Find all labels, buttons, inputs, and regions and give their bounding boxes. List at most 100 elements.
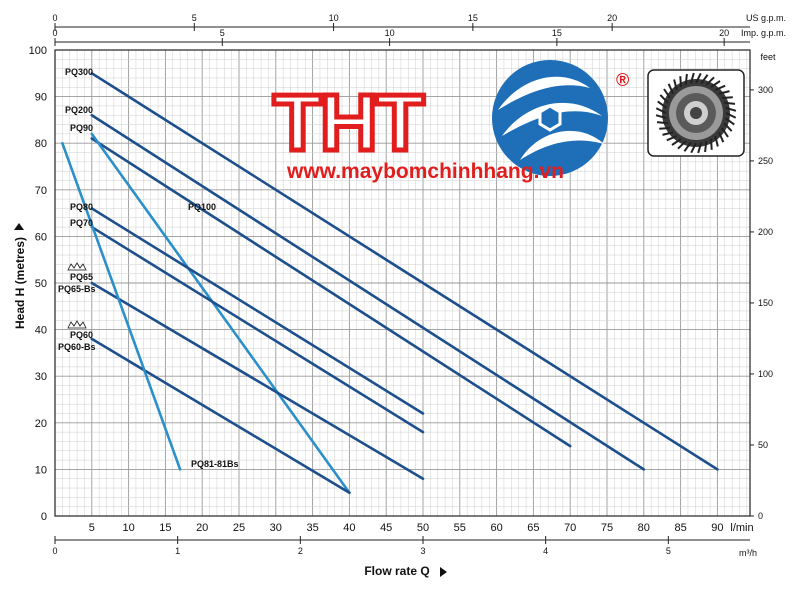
x-tick-label: 60 xyxy=(490,522,502,534)
y-axis-arrow-icon xyxy=(14,223,24,230)
y-tick-label: 90 xyxy=(35,92,47,104)
series-line xyxy=(90,225,425,434)
impeller-blade xyxy=(673,79,678,91)
registered-mark: ® xyxy=(616,70,629,90)
x-axis-arrow-icon xyxy=(440,567,447,577)
y-tick-label: 10 xyxy=(35,464,47,476)
impeller-blade xyxy=(700,74,709,85)
impeller-blade xyxy=(659,127,671,130)
impeller-blade xyxy=(666,135,678,142)
impeller-blade xyxy=(724,101,736,105)
impeller-blade xyxy=(659,94,669,104)
grid xyxy=(54,49,751,517)
impeller-blade xyxy=(697,142,703,154)
series-label: PQ80 xyxy=(70,202,93,212)
series-line xyxy=(90,113,646,471)
impeller-blade xyxy=(662,131,674,136)
impeller-blade xyxy=(705,76,715,86)
y-tick-label: 0 xyxy=(41,511,47,523)
us-gpm-unit-label: US g.p.m. xyxy=(746,13,786,23)
impeller-icon xyxy=(655,72,737,154)
series-label: PQ200 xyxy=(65,105,93,115)
x-tick-label: 75 xyxy=(601,522,613,534)
impeller-blade xyxy=(671,138,682,146)
impeller-blade xyxy=(710,138,713,150)
series-label: PQ65-Bs xyxy=(58,284,96,294)
series-label: PQ65 xyxy=(70,272,93,282)
impeller-blade xyxy=(718,131,725,143)
impeller-blade xyxy=(684,73,688,85)
x-tick-label: 70 xyxy=(564,522,576,534)
us-gpm-tick-label: 20 xyxy=(607,13,617,23)
swirl-logo-icon xyxy=(492,60,608,176)
us-gpm-tick-label: 15 xyxy=(468,13,478,23)
m3h-tick-label: 5 xyxy=(666,546,671,556)
y-tick-label: 80 xyxy=(35,138,47,150)
series-label: PQ90 xyxy=(70,123,93,133)
y-tick-label: 40 xyxy=(35,325,47,337)
imp-gpm-unit-label: Imp. g.p.m. xyxy=(741,28,786,38)
series-line xyxy=(90,137,572,448)
series-label: PQ81-81Bs xyxy=(191,459,239,469)
y-tick-label: 70 xyxy=(35,185,47,197)
imp-gpm-tick-label: 0 xyxy=(52,28,57,38)
impeller-blade xyxy=(714,84,726,91)
impeller-blade xyxy=(714,135,719,147)
imp-gpm-tick-label: 5 xyxy=(220,28,225,38)
x-unit-label: l/min xyxy=(730,522,753,534)
impeller-blade xyxy=(656,121,668,125)
us-gpm-tick-label: 0 xyxy=(52,13,57,23)
impeller-blade xyxy=(683,141,692,152)
x-tick-label: 45 xyxy=(380,522,392,534)
impeller-blade xyxy=(690,142,697,154)
impeller-blade xyxy=(655,114,667,120)
impeller-blade xyxy=(721,127,729,138)
feet-tick-label: 150 xyxy=(758,298,773,308)
x-tick-label: 15 xyxy=(159,522,171,534)
series-label: PQ70 xyxy=(70,218,93,228)
x-tick-label: 10 xyxy=(122,522,134,534)
series-label: PQ300 xyxy=(65,67,93,77)
x-tick-label: 40 xyxy=(343,522,355,534)
series-line xyxy=(90,337,351,495)
impeller-blade xyxy=(724,117,735,126)
impeller-blade xyxy=(657,100,668,109)
brand-watermark: THT ® www.maybomchinhhang.vn xyxy=(271,60,629,183)
series-label: PQ60 xyxy=(70,330,93,340)
brand-text: THT xyxy=(273,78,425,167)
y-tick-label: 30 xyxy=(35,371,47,383)
x-tick-label: 65 xyxy=(527,522,539,534)
x-tick-label: 50 xyxy=(417,522,429,534)
y-tick-label: 60 xyxy=(35,231,47,243)
y-tick-label: 20 xyxy=(35,418,47,430)
feet-unit-label: feet xyxy=(760,52,776,62)
impeller-blade xyxy=(721,96,733,99)
feet-tick-label: 50 xyxy=(758,440,768,450)
feet-tick-label: 0 xyxy=(758,511,763,521)
impeller-blade xyxy=(723,122,733,132)
crown-icon xyxy=(67,262,87,271)
y-tick-label: 50 xyxy=(35,278,47,290)
series-label: PQ60-Bs xyxy=(58,342,96,352)
impeller-blade xyxy=(679,76,682,88)
impeller-photo xyxy=(647,69,745,157)
imp-gpm-tick-label: 15 xyxy=(552,28,562,38)
impeller-blade xyxy=(677,140,687,150)
impeller-blade xyxy=(718,90,730,95)
series-lines xyxy=(61,72,719,495)
x-tick-label: 25 xyxy=(233,522,245,534)
x-tick-label: 90 xyxy=(711,522,723,534)
x-tick-label: 30 xyxy=(270,522,282,534)
plot-frame xyxy=(54,49,751,517)
series-labels: PQ300 PQ200 PQ90 PQ100 PQ80 PQ70 PQ65 PQ65-Bs PQ… xyxy=(58,67,239,469)
impeller-blade xyxy=(704,141,708,153)
y-axis-title: Head H (metres) xyxy=(13,237,27,329)
series-line xyxy=(90,132,351,495)
series-line xyxy=(90,281,425,481)
m3h-tick-label: 1 xyxy=(175,546,180,556)
m3h-unit-label: m³/h xyxy=(739,548,757,558)
x-tick-label: 20 xyxy=(196,522,208,534)
m3h-tick-label: 0 xyxy=(52,546,57,556)
